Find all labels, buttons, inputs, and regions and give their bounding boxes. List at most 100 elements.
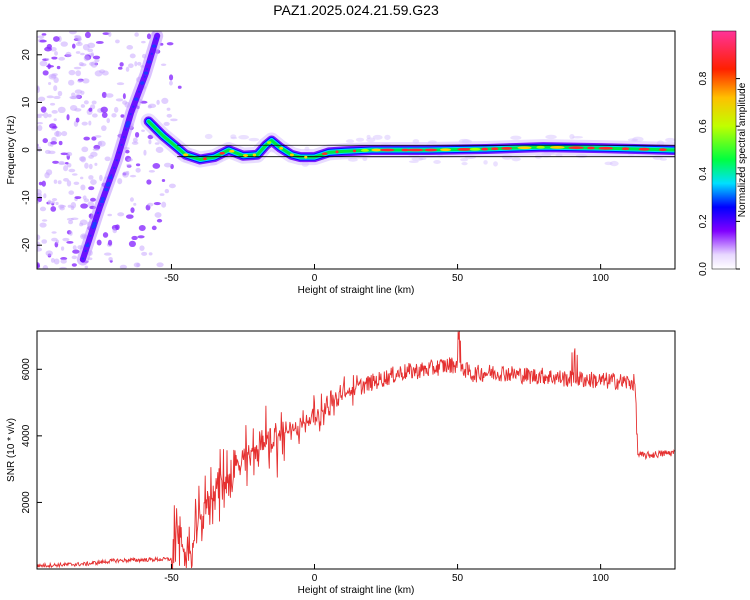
noise-blob bbox=[125, 149, 130, 154]
noise-blob bbox=[46, 95, 54, 99]
noise-blob bbox=[55, 239, 60, 244]
noise-blob bbox=[460, 157, 469, 162]
noise-blob bbox=[77, 79, 83, 83]
noise-blob bbox=[153, 202, 161, 206]
y-tick-label: -20 bbox=[21, 238, 32, 253]
colorbar-tick-label: 0.2 bbox=[698, 214, 709, 228]
noise-blob bbox=[128, 240, 136, 247]
noise-blob bbox=[248, 137, 260, 142]
noise-blob bbox=[155, 146, 164, 153]
colorbar-ticks: 0.0 0.2 0.4 0.6 0.8 bbox=[698, 71, 740, 276]
noise-blob bbox=[66, 162, 72, 168]
x-tick-label: -50 bbox=[164, 573, 179, 584]
noise-blob bbox=[141, 251, 148, 256]
x-tick-label: 0 bbox=[312, 573, 318, 584]
noise-blob bbox=[163, 121, 170, 126]
noise-blob bbox=[128, 63, 134, 69]
noise-blob bbox=[62, 237, 70, 242]
noise-blob bbox=[38, 181, 43, 186]
noise-blob bbox=[151, 225, 157, 231]
noise-blob bbox=[161, 97, 169, 105]
noise-blob bbox=[45, 250, 53, 257]
noise-blob bbox=[43, 193, 47, 199]
steep-trace-dot bbox=[143, 71, 149, 75]
noise-blob bbox=[103, 252, 112, 256]
noise-blob bbox=[147, 202, 154, 207]
noise-blob bbox=[60, 246, 65, 251]
spectrogram-noise bbox=[37, 31, 675, 269]
steep-trace-dot bbox=[100, 197, 106, 201]
noise-blob bbox=[88, 154, 94, 159]
noise-blob bbox=[75, 70, 82, 77]
noise-blob bbox=[58, 140, 63, 146]
noise-blob bbox=[38, 96, 46, 102]
noise-blob bbox=[94, 135, 102, 138]
y-tick-label: 10 bbox=[21, 96, 32, 108]
noise-blob bbox=[39, 222, 47, 228]
noise-blob bbox=[83, 55, 90, 62]
noise-blob bbox=[355, 137, 365, 142]
noise-blob bbox=[63, 165, 69, 172]
noise-blob bbox=[113, 106, 119, 113]
colorbar-tick-label: 0.8 bbox=[698, 71, 709, 85]
noise-blob bbox=[79, 156, 86, 162]
noise-blob bbox=[166, 107, 171, 111]
noise-blob bbox=[51, 56, 58, 60]
y-tick-label: -10 bbox=[21, 190, 32, 205]
y-tick-label: 0 bbox=[21, 147, 32, 153]
noise-blob bbox=[137, 235, 145, 239]
trace-hotspot bbox=[203, 157, 207, 161]
noise-blob bbox=[74, 35, 82, 41]
noise-blob bbox=[132, 137, 138, 143]
trace-hotspot bbox=[481, 147, 489, 151]
noise-blob bbox=[92, 55, 101, 60]
noise-blob bbox=[156, 218, 163, 223]
noise-blob bbox=[102, 232, 109, 238]
noise-blob bbox=[90, 52, 94, 57]
snr-xlabel: Height of straight line (km) bbox=[298, 585, 415, 596]
noise-blob bbox=[60, 259, 67, 264]
chart-title: PAZ1.2025.024.21.59.G23 bbox=[273, 2, 439, 18]
noise-blob bbox=[68, 220, 74, 225]
noise-blob bbox=[44, 46, 52, 52]
trace-hotspot bbox=[289, 153, 294, 157]
noise-blob bbox=[53, 95, 61, 100]
noise-blob bbox=[230, 134, 237, 139]
noise-blob bbox=[118, 66, 123, 70]
noise-blob bbox=[115, 224, 120, 231]
noise-blob bbox=[122, 93, 126, 100]
spectrogram-traces bbox=[76, 31, 675, 266]
noise-blob bbox=[88, 107, 93, 112]
noise-blob bbox=[100, 106, 108, 113]
steep-trace-dot bbox=[91, 224, 97, 228]
noise-blob bbox=[80, 203, 88, 209]
x-tick-label: 50 bbox=[452, 573, 464, 584]
noise-blob bbox=[63, 178, 69, 182]
noise-blob bbox=[52, 160, 59, 164]
noise-blob bbox=[125, 214, 134, 219]
noise-blob bbox=[54, 51, 58, 56]
noise-blob bbox=[48, 150, 56, 155]
noise-blob bbox=[68, 168, 76, 173]
x-tick-label: -50 bbox=[164, 273, 179, 284]
noise-blob bbox=[47, 113, 52, 118]
noise-blob bbox=[84, 265, 89, 269]
noise-blob bbox=[164, 188, 170, 194]
noise-blob bbox=[94, 58, 100, 63]
trace-hotspot bbox=[517, 146, 532, 150]
noise-blob bbox=[82, 78, 90, 84]
noise-blob bbox=[101, 91, 107, 98]
noise-blob bbox=[69, 230, 73, 236]
noise-blob bbox=[72, 245, 77, 251]
noise-blob bbox=[83, 100, 89, 105]
noise-blob bbox=[384, 134, 391, 140]
noise-blob bbox=[42, 70, 49, 76]
trace-hotspot bbox=[380, 148, 395, 152]
x-tick-label: 100 bbox=[592, 573, 609, 584]
noise-blob bbox=[510, 135, 522, 140]
steep-trace-dot bbox=[140, 81, 145, 85]
noise-blob bbox=[511, 156, 521, 162]
steep-trace-dot bbox=[99, 199, 105, 204]
noise-blob bbox=[71, 263, 77, 267]
noise-blob bbox=[49, 123, 57, 129]
